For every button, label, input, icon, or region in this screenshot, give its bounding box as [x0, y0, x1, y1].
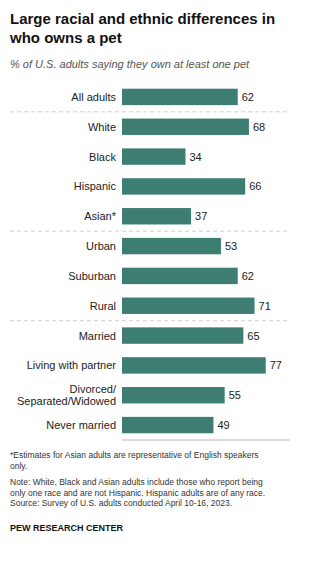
data-label: 34 — [189, 151, 201, 163]
data-label: 49 — [217, 419, 229, 431]
bar — [122, 119, 249, 135]
data-label: 37 — [195, 210, 207, 222]
category-label: Married — [79, 330, 116, 342]
category-label: All adults — [71, 91, 116, 103]
data-label: 77 — [270, 359, 282, 371]
bar — [122, 89, 238, 105]
category-label: Never married — [46, 419, 116, 431]
source-label: PEW RESEARCH CENTER — [10, 523, 124, 533]
bar — [122, 208, 191, 224]
x-axis-line — [122, 440, 290, 441]
group-divider — [10, 320, 290, 321]
category-label: Rural — [90, 300, 116, 312]
footnote: Note: White, Black and Asian adults incl… — [10, 477, 265, 508]
category-label: White — [88, 121, 116, 133]
group-divider — [10, 231, 290, 232]
data-label: 55 — [229, 389, 241, 401]
bar — [122, 268, 238, 284]
group-divider — [10, 111, 290, 112]
bar — [122, 298, 255, 314]
category-label: Living with partner — [27, 359, 117, 371]
bar — [122, 148, 185, 164]
data-label: 66 — [249, 180, 261, 192]
bar — [122, 178, 245, 194]
category-label: Urban — [86, 240, 116, 252]
category-label: Divorced/Separated/Widowed — [17, 383, 117, 407]
bar — [122, 357, 266, 373]
chart: Large racial and ethnic differences inwh… — [0, 0, 310, 572]
bar — [122, 387, 225, 403]
category-label: Asian* — [84, 210, 117, 222]
bar — [122, 327, 243, 343]
category-label: Hispanic — [74, 180, 117, 192]
data-label: 68 — [253, 121, 265, 133]
data-label: 62 — [242, 91, 254, 103]
category-label: Black — [89, 151, 116, 163]
bar — [122, 417, 213, 433]
bar — [122, 238, 221, 254]
title: Large racial and ethnic differences inwh… — [9, 10, 275, 46]
data-label: 71 — [259, 300, 271, 312]
data-label: 62 — [242, 270, 254, 282]
subtitle: % of U.S. adults saying they own at leas… — [10, 58, 250, 70]
data-label: 65 — [247, 330, 259, 342]
category-label: Suburban — [68, 270, 116, 282]
bars — [122, 89, 266, 434]
data-label: 53 — [225, 240, 237, 252]
footnote: *Estimates for Asian adults are represen… — [10, 450, 259, 471]
